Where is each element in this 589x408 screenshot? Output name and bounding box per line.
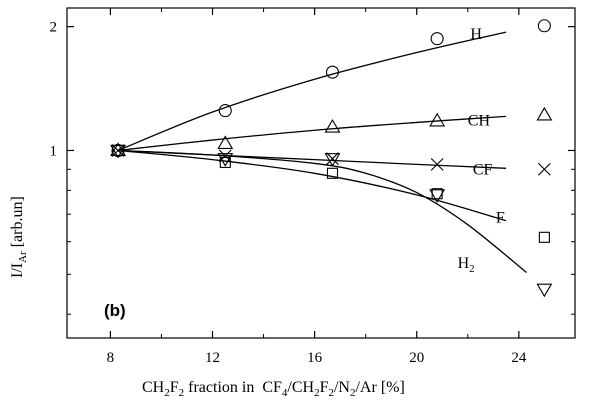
x-tick-label: 24 [511, 350, 527, 366]
x-tick-label: 20 [409, 350, 424, 366]
marker-h [218, 104, 232, 118]
series-label-h2: H2 [458, 255, 475, 275]
x-tick-label: 16 [307, 350, 323, 366]
marker-h [537, 19, 551, 33]
marker-h [430, 32, 444, 46]
marker-ch [536, 106, 553, 121]
marker-f [538, 231, 550, 243]
y-axis-title: I/IAr [arb.un] [9, 196, 29, 278]
y-tick-label: 2 [50, 20, 58, 36]
marker-ch [324, 118, 341, 133]
x-tick-label: 12 [205, 350, 220, 366]
series-label-f: F [496, 210, 505, 227]
marker-h2 [217, 153, 234, 167]
fit-curve-f [117, 149, 507, 222]
series-label-cf: CF [473, 161, 493, 178]
x-tick-label: 8 [107, 350, 115, 366]
marker-h2 [324, 153, 341, 167]
series-label-ch: CH [468, 112, 491, 129]
fit-curve-h [117, 31, 507, 152]
marker-h2 [110, 144, 127, 159]
marker-cf [111, 144, 125, 157]
marker-h2 [429, 189, 446, 203]
fit-curve-h2 [118, 149, 527, 274]
panel-label: (b) [104, 301, 126, 320]
data-markers [110, 19, 553, 298]
marker-f [219, 156, 231, 169]
fit-curves [117, 31, 527, 274]
marker-cf [430, 158, 444, 171]
marker-ch [429, 112, 446, 127]
series-label-h: H [470, 26, 482, 43]
marker-f [326, 167, 339, 179]
x-axis-title: CH2F2 fraction in CF4/CH2F2/N2/Ar [%] [142, 379, 405, 399]
marker-cf [537, 162, 551, 176]
marker-h2 [536, 283, 553, 298]
fit-curve-ch [117, 115, 507, 152]
marker-h [325, 65, 340, 79]
marker-cf [326, 152, 339, 166]
marker-ch [217, 135, 234, 150]
series-labels: H CH CF F H2 [458, 26, 505, 275]
plot-frame [66, 7, 576, 339]
y-tick-label: 1 [50, 143, 58, 159]
